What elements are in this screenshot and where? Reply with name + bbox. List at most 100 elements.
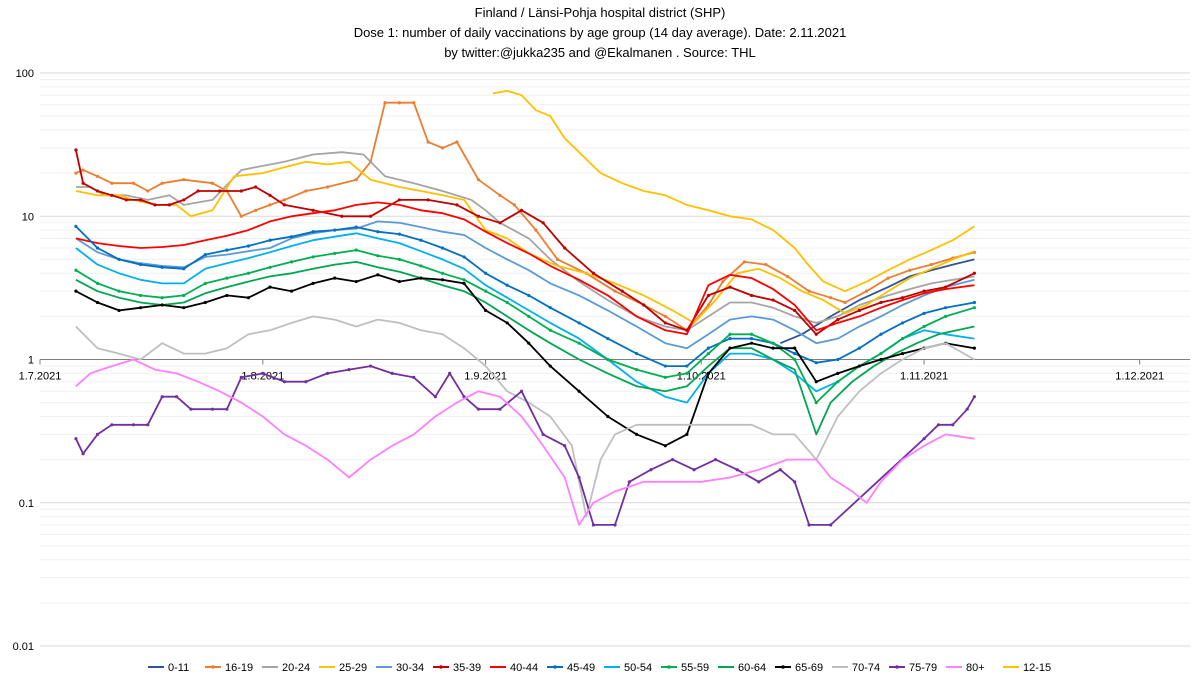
chart-subtitle: Dose 1: number of daily vaccinations by … — [354, 25, 847, 40]
data-point — [548, 328, 552, 332]
data-point — [742, 260, 746, 264]
data-point — [95, 432, 100, 437]
data-point — [210, 407, 215, 411]
data-point — [340, 214, 344, 218]
data-point — [455, 140, 459, 144]
data-point — [462, 255, 466, 259]
data-point — [591, 523, 596, 527]
data-point — [735, 468, 739, 472]
data-point — [944, 285, 948, 289]
data-point — [541, 221, 545, 225]
data-point — [239, 189, 243, 193]
legend: 0-11 16-19 20-24 25-29 30-34 35-39 40-44 45-49 5… — [148, 662, 1051, 674]
data-point — [354, 225, 358, 229]
y-tick-label: 0.1 — [19, 498, 34, 510]
data-point — [160, 265, 164, 269]
gridlines — [40, 72, 1190, 647]
data-point — [146, 423, 150, 427]
data-point — [189, 407, 193, 411]
data-point — [311, 281, 315, 285]
data-point — [900, 336, 905, 341]
data-point — [354, 178, 358, 182]
data-point — [843, 300, 847, 305]
legend-label: 55-59 — [681, 662, 709, 674]
data-point — [606, 414, 610, 419]
series-line — [75, 160, 975, 324]
data-point — [218, 189, 222, 193]
data-point — [814, 401, 818, 405]
legend-label: 50-54 — [624, 662, 652, 674]
series-line — [492, 90, 975, 293]
chart-title: Finland / Länsi-Pohja hospital district … — [475, 5, 726, 20]
y-axis-ticks: 100 10 1 0.1 0.01 — [13, 68, 34, 653]
data-point — [246, 244, 251, 248]
data-point — [426, 198, 430, 202]
data-point — [246, 296, 251, 300]
data-point — [440, 246, 445, 250]
data-point — [555, 257, 560, 261]
series-20-24 — [75, 151, 975, 332]
data-point — [440, 278, 445, 282]
data-point — [397, 101, 401, 105]
x-tick-label: 1.7.2021 — [19, 371, 62, 383]
series-30-34 — [75, 220, 975, 350]
y-tick-label: 1 — [28, 355, 34, 367]
data-point — [426, 140, 430, 144]
data-point — [225, 276, 229, 280]
series-75-79 — [74, 364, 976, 527]
data-point — [663, 314, 667, 318]
series-60-64 — [75, 260, 975, 436]
x-tick-label: 1.9.2021 — [464, 371, 507, 383]
series-25-29 — [75, 160, 975, 324]
data-point — [498, 221, 502, 225]
legend-label: 30-34 — [396, 662, 424, 674]
data-point — [836, 380, 840, 384]
data-point — [268, 285, 272, 289]
data-point — [311, 230, 315, 234]
data-point — [922, 311, 926, 315]
data-point — [749, 332, 754, 336]
data-point — [160, 395, 164, 399]
legend-item: 50-54 — [604, 662, 652, 674]
data-point — [325, 371, 330, 375]
data-point — [721, 279, 725, 284]
data-point — [548, 306, 552, 310]
data-point — [397, 232, 401, 236]
legend-item: 80+ — [946, 662, 985, 674]
data-point — [146, 189, 150, 193]
legend-label: 80+ — [966, 662, 985, 674]
data-point — [369, 214, 373, 218]
data-point — [419, 264, 423, 268]
data-point — [749, 341, 754, 345]
data-point — [670, 458, 675, 462]
data-point — [541, 432, 545, 437]
data-point — [289, 260, 294, 264]
data-point — [289, 289, 294, 293]
data-point — [714, 458, 718, 462]
data-point — [412, 375, 416, 379]
data-point — [527, 341, 531, 345]
data-point — [965, 407, 969, 411]
data-point — [879, 300, 883, 305]
data-point — [412, 101, 416, 105]
data-point — [117, 257, 121, 261]
data-point — [692, 468, 696, 472]
series-65-69 — [74, 273, 976, 448]
x-axis: 1.7.2021 1.8.2021 1.9.2021 1.10.2021 1.11.20… — [19, 359, 1190, 383]
data-point — [397, 279, 401, 284]
data-point — [634, 351, 639, 356]
data-point — [210, 181, 215, 185]
data-point — [706, 346, 711, 350]
series-line — [75, 232, 975, 404]
data-point — [857, 364, 861, 368]
data-point — [95, 174, 100, 178]
data-point — [160, 181, 164, 185]
y-tick-label: 0.01 — [13, 641, 34, 653]
data-point — [922, 324, 926, 329]
data-point — [908, 268, 912, 272]
data-point — [829, 523, 833, 527]
data-point — [354, 248, 358, 252]
data-point — [383, 101, 387, 105]
data-point — [225, 248, 229, 252]
